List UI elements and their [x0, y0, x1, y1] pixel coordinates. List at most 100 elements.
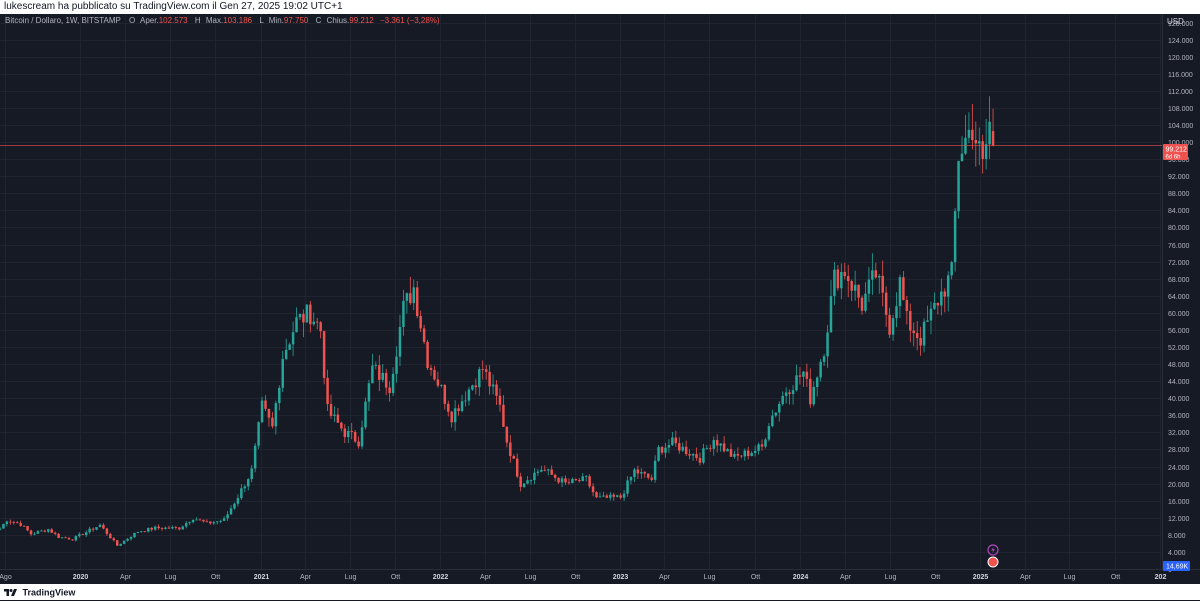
- candle-body: [712, 440, 715, 449]
- candle-body: [15, 522, 19, 524]
- candle-body: [436, 379, 440, 386]
- candle-body: [264, 400, 267, 409]
- publish-header: lukescream ha pubblicato su TradingView.…: [0, 0, 1200, 14]
- y-tick-label: 76.000: [1168, 243, 1190, 250]
- symbol-legend[interactable]: Bitcoin / Dollaro, 1W, BITSTAMP O Aper.1…: [5, 16, 440, 25]
- y-tick-label: 80.000: [1168, 225, 1190, 232]
- candle-body: [574, 479, 578, 481]
- candle-body: [426, 341, 429, 369]
- y-tick-label: 88.000: [1168, 191, 1190, 198]
- candle-body: [60, 537, 64, 539]
- footer-bar: TradingView: [0, 584, 1200, 600]
- candle-body: [174, 527, 178, 528]
- candle-body: [540, 469, 543, 472]
- candle-body: [357, 441, 360, 447]
- candle-body: [271, 417, 274, 427]
- candle-body: [867, 279, 871, 294]
- candle-body: [974, 140, 978, 144]
- x-tick-label: 2021: [254, 574, 270, 581]
- candle-body: [846, 276, 850, 282]
- candle-body: [443, 385, 447, 404]
- candle-body: [422, 328, 426, 342]
- candle-body: [129, 537, 133, 539]
- candle-body: [819, 361, 822, 378]
- candle-body: [243, 486, 247, 489]
- candle-body: [12, 522, 16, 523]
- candle-body: [764, 439, 767, 447]
- candle-body: [722, 443, 726, 452]
- y-tick-label: 128.000: [1168, 21, 1193, 28]
- x-tick-label: Ott: [391, 574, 400, 581]
- candle-body: [898, 277, 902, 307]
- y-tick-label: 28.000: [1168, 447, 1190, 454]
- candle-body: [167, 527, 171, 529]
- candle-body: [505, 426, 509, 443]
- candle-body: [512, 456, 516, 459]
- x-tick-label: Ott: [1111, 574, 1120, 581]
- candle-body: [815, 377, 819, 387]
- candle-body: [447, 403, 450, 412]
- candle-body: [219, 520, 222, 522]
- candle-body: [664, 447, 667, 453]
- x-tick-label: 2025: [973, 574, 989, 581]
- legend-row: Bitcoin / Dollaro, 1W, BITSTAMP O Aper.1…: [5, 16, 440, 25]
- candle-body: [281, 358, 284, 388]
- candle-body: [598, 496, 602, 498]
- candle-body: [643, 472, 647, 474]
- candle-body: [760, 444, 764, 447]
- candle-body: [798, 375, 802, 377]
- event-icons[interactable]: [987, 544, 999, 568]
- candle-body: [591, 486, 595, 493]
- candle-body: [833, 269, 836, 296]
- candle-body: [202, 519, 205, 522]
- volume-badge: 14,69K: [1163, 561, 1190, 571]
- candle-body: [802, 371, 805, 377]
- candle-body: [278, 387, 281, 404]
- candle-body: [946, 275, 950, 297]
- candle-body: [888, 314, 891, 335]
- lightning-event-icon[interactable]: [987, 544, 999, 556]
- candle-body: [491, 384, 495, 387]
- y-tick-label: 20.000: [1168, 482, 1190, 489]
- candle-body: [340, 422, 343, 429]
- candle-body: [419, 316, 422, 329]
- candle-body: [9, 521, 12, 523]
- x-tick-label: Lug: [525, 574, 537, 581]
- price-axis[interactable]: 04.0008.00012.00016.00020.00024.00028.00…: [1168, 21, 1193, 574]
- legend-symbol: Bitcoin / Dollaro, 1W, BITSTAMP: [5, 16, 121, 25]
- candle-body: [374, 365, 378, 367]
- currency-label[interactable]: USD: [1167, 17, 1184, 26]
- candle-body: [874, 270, 878, 278]
- candle-body: [322, 331, 326, 378]
- x-tick-label: Apr: [300, 574, 312, 581]
- candle-body: [864, 293, 867, 311]
- x-tick-label: 2023: [613, 574, 629, 581]
- candle-body: [67, 538, 71, 540]
- y-tick-label: 68.000: [1168, 277, 1190, 284]
- legend-h-label: Max.: [206, 16, 223, 25]
- price-chart[interactable]: Bitcoin / Dollaro, 1W, BITSTAMP O Aper.1…: [0, 14, 1200, 584]
- candle-body: [412, 287, 416, 304]
- candle-body: [988, 121, 991, 145]
- candle-body: [681, 446, 684, 451]
- candle-body: [57, 533, 60, 538]
- candle-body: [160, 528, 164, 529]
- y-tick-label: 36.000: [1168, 413, 1190, 420]
- candle-body: [484, 369, 488, 372]
- candle-body: [464, 400, 467, 402]
- candle-body: [891, 318, 895, 335]
- candle-body: [274, 403, 278, 427]
- earnings-event-icon[interactable]: [987, 556, 999, 568]
- time-axis[interactable]: Ago 2020 Apr Lug Ott 2021 Apr Lug Ott 2022 Apr Lug O…: [0, 574, 1166, 581]
- y-tick-label: 100.000: [1168, 140, 1193, 147]
- y-tick-label: 84.000: [1168, 208, 1190, 215]
- candle-body: [433, 369, 436, 380]
- candle-body: [991, 131, 995, 146]
- footer-brand: TradingView: [22, 587, 76, 598]
- y-tick-label: 96.000: [1168, 157, 1190, 164]
- legend-change: −3.361 (−3,28%): [380, 16, 440, 25]
- candle-body: [667, 445, 671, 448]
- candle-body: [771, 415, 774, 427]
- candle-body: [791, 390, 795, 395]
- candle-body: [571, 479, 574, 483]
